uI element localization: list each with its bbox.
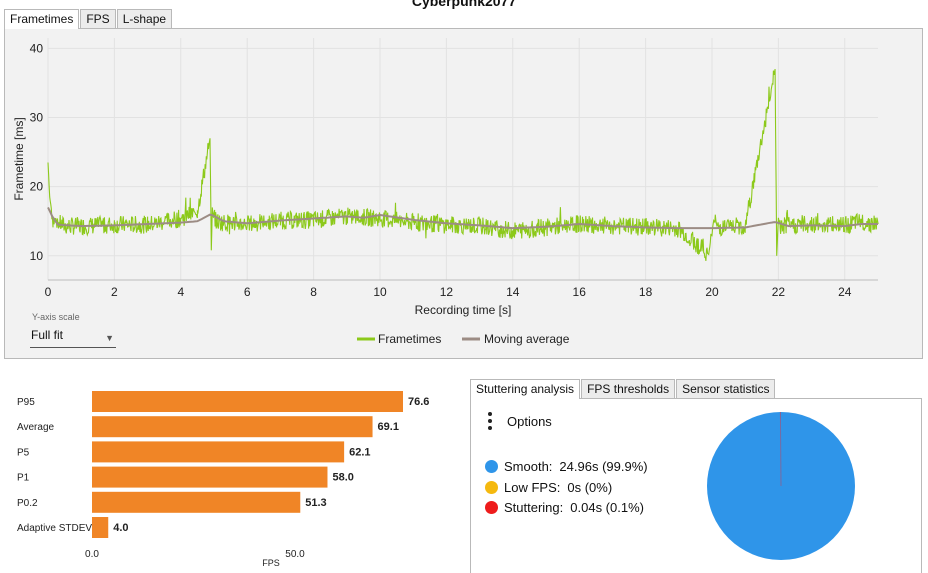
x-tick-label: 6 [244,285,251,299]
frametime-panel: 0 2 4 6 8 10 12 14 16 18 20 22 24 10 20 30 40 Recording t… [4,28,923,359]
y-tick-label: 40 [30,41,44,55]
legend-moving-average-label: Moving average [484,332,570,346]
stuttering-analysis-panel: Options Smooth: 24.96s (99.9%) Low FPS: … [470,398,922,573]
tab-fps-thresholds[interactable]: FPS thresholds [581,379,676,398]
y-axis-scale-value: Full fit [31,328,64,342]
legend-low-fps-label: Low FPS: [504,480,561,495]
tab-l-shape[interactable]: L-shape [116,9,173,28]
low-fps-dot-icon [485,481,498,494]
bar-value-label: 4.0 [113,522,128,534]
legend-stuttering-value: 0.04s (0.1%) [570,500,644,515]
x-tick-label: 0 [45,285,52,299]
legend-stuttering: Stuttering: 0.04s (0.1%) [485,500,644,515]
x-tick-label: 2 [111,285,118,299]
tab-stuttering-analysis[interactable]: Stuttering analysis [470,379,581,399]
options-label: Options [507,413,552,429]
y-tick-label: 20 [30,180,44,194]
smooth-dot-icon [485,460,498,473]
bar [92,491,301,513]
more-vertical-icon [487,412,493,430]
bar-x-tick-label: 50.0 [285,549,305,560]
stuttering-dot-icon [485,501,498,514]
y-tick-label: 30 [30,111,44,125]
x-tick-label: 18 [639,285,653,299]
x-tick-label: 4 [177,285,184,299]
x-tick-label: 16 [573,285,587,299]
bar-x-tick-label: 0.0 [85,549,99,560]
bar-category-label: P0.2 [17,498,38,509]
fps-metrics-panel: P95 76.6 Average 69.1 P5 62.1 P1 58.0 P0.2 51.3 Ad… [0,369,461,573]
frametimes-series-line [47,68,879,261]
options-button[interactable]: Options [487,412,552,430]
y-tick-label: 10 [30,249,44,263]
bar-value-label: 58.0 [332,472,353,484]
x-tick-label: 24 [838,285,852,299]
x-axis-title: Recording time [s] [415,303,512,317]
legend-frametimes-label: Frametimes [378,332,441,346]
bar-value-label: 51.3 [305,497,326,509]
bar [92,416,373,438]
y-axis-scale-label: Y-axis scale [32,312,80,322]
tab-frametimes[interactable]: Frametimes [4,9,80,29]
x-tick-label: 8 [310,285,317,299]
x-tick-label: 10 [373,285,387,299]
bar-category-label: Adaptive STDEV [17,523,92,534]
bar-value-label: 76.6 [408,396,429,408]
legend-low-fps: Low FPS: 0s (0%) [485,480,612,495]
legend-smooth: Smooth: 24.96s (99.9%) [485,459,648,474]
x-tick-label: 20 [705,285,719,299]
bar-x-axis-title: FPS [262,558,280,568]
legend-smooth-value: 24.96s (99.9%) [559,459,648,474]
bar-category-label: P5 [17,447,30,458]
y-axis-title: Frametime [ms] [12,117,26,200]
x-tick-label: 22 [772,285,786,299]
bar [92,391,403,412]
bar-category-label: P1 [17,473,30,484]
bar-value-label: 69.1 [378,421,399,433]
x-tick-label: 12 [440,285,454,299]
stuttering-pie-chart [707,411,855,560]
bar-category-label: P95 [17,397,35,408]
plot-area [48,38,878,280]
window-title: Cyberpunk2077 [411,0,517,9]
bar [92,517,109,538]
fps-bar-chart: P95 76.6 Average 69.1 P5 62.1 P1 58.0 P0.2 51.3 Ad… [17,391,429,568]
chart-tabs: Frametimes FPS L-shape [4,9,173,29]
moving-average-series-line [47,206,878,230]
bar-value-label: 62.1 [349,446,370,458]
legend-low-fps-value: 0s (0%) [567,480,613,495]
y-axis-scale-dropdown[interactable]: Full fit ▼ [30,327,116,348]
tab-sensor-statistics[interactable]: Sensor statistics [676,379,776,398]
legend-smooth-label: Smooth: [504,459,553,474]
bar [92,466,328,488]
analysis-tabs: Stuttering analysis FPS thresholds Senso… [470,379,776,399]
bar [92,441,345,463]
x-tick-label: 14 [506,285,520,299]
bar-category-label: Average [17,422,55,433]
pie-slice-divider [779,411,782,487]
chevron-down-icon: ▼ [105,333,114,343]
legend-stuttering-label: Stuttering: [504,500,564,515]
tab-fps[interactable]: FPS [80,9,116,28]
